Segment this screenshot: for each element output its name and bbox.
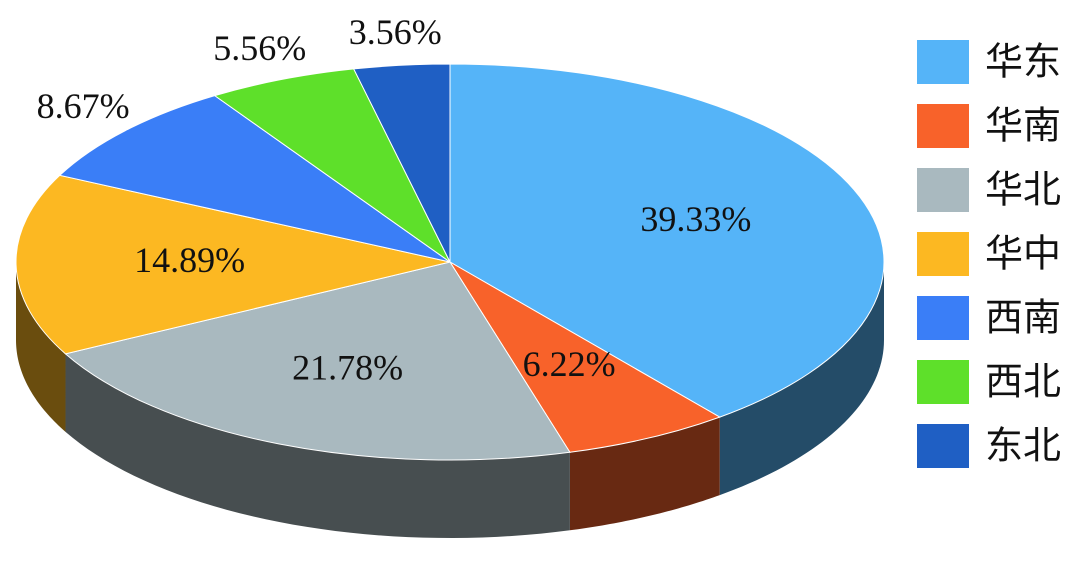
data-label: 21.78% [292, 347, 403, 387]
legend-label: 西北 [985, 360, 1061, 404]
legend-swatch [917, 424, 969, 468]
slice [449, 63, 885, 418]
slice [15, 174, 451, 355]
slice [352, 63, 451, 263]
slice-side [16, 262, 66, 432]
data-label: 6.22% [523, 344, 616, 384]
slice-side [65, 353, 570, 538]
slice [449, 261, 721, 453]
pie-tops [15, 63, 885, 461]
data-labels: 39.33% 6.22% 21.78% 14.89% 8.67% 5.56% 3.56% [37, 12, 752, 388]
data-label: 8.67% [37, 86, 130, 126]
pie-sides [16, 262, 884, 538]
legend-swatch [917, 40, 969, 84]
slice-side [719, 262, 884, 496]
slice [213, 68, 451, 263]
data-label: 5.56% [213, 28, 306, 68]
legend-swatch [917, 232, 969, 276]
legend-swatch [917, 360, 969, 404]
legend-label: 华南 [985, 104, 1061, 148]
legend-swatch [917, 168, 969, 212]
legend-label: 华中 [985, 232, 1061, 276]
slice-side [569, 417, 720, 531]
legend-label: 西南 [985, 296, 1061, 340]
data-label: 14.89% [134, 240, 245, 280]
legend-label: 华东 [985, 40, 1061, 84]
slice [64, 261, 571, 461]
legend-swatch [917, 296, 969, 340]
data-label: 3.56% [349, 12, 442, 52]
legend-swatch [917, 104, 969, 148]
legend-label: 东北 [985, 424, 1061, 468]
data-label: 39.33% [640, 199, 751, 239]
legend-label: 华北 [985, 168, 1061, 212]
slice [58, 95, 451, 263]
